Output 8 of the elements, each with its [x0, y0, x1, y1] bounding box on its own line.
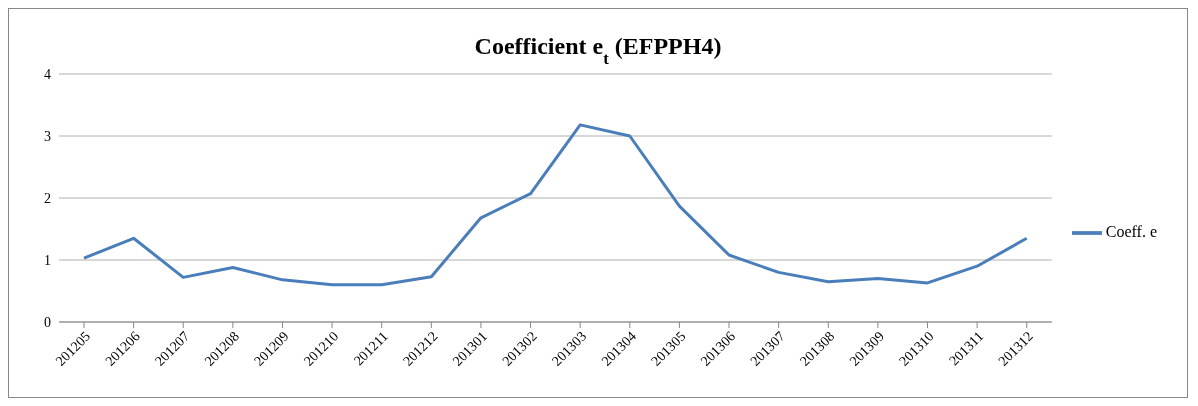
y-tick-label: 0 [44, 314, 51, 330]
y-tick-label: 1 [44, 252, 51, 268]
y-tick-label: 2 [44, 190, 51, 206]
y-tick-label: 3 [44, 128, 51, 144]
line-series [82, 123, 1029, 287]
legend-label: Coeff. e [1105, 222, 1157, 240]
y-tick-label: 4 [44, 66, 51, 82]
chart-title: Coefficient e$_{t}$ (EFPPH4) [474, 33, 722, 68]
